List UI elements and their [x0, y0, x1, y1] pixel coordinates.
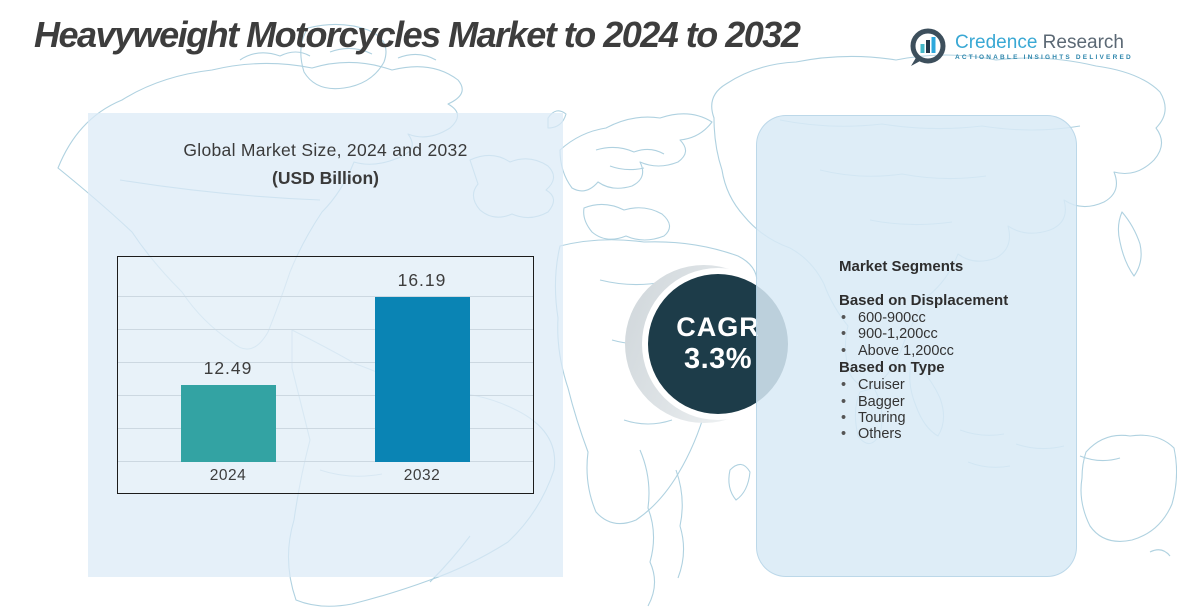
chart-heading: Global Market Size, 2024 and 2032 (USD B…: [88, 140, 563, 189]
chart-gridline: [118, 395, 533, 396]
bar-chart: 12.49 16.19 2024 2032: [117, 256, 534, 494]
page-title: Heavyweight Motorcycles Market to 2024 t…: [34, 14, 801, 55]
chart-title-line2: (USD Billion): [272, 168, 379, 188]
logo-brand-secondary: Research: [1037, 31, 1124, 53]
chart-plot-area: 12.49 16.19: [118, 257, 533, 462]
segment-item: Others: [839, 426, 1064, 443]
segments-panel: Market Segments Based on Displacement 60…: [756, 115, 1077, 577]
segments-content: Market Segments Based on Displacement 60…: [839, 258, 1064, 443]
segment-item: 600-900cc: [839, 310, 1064, 327]
bar-2032: [374, 297, 470, 462]
segment-item: Bagger: [839, 394, 1064, 411]
segment-item: Cruiser: [839, 377, 1064, 394]
bar-2024: [180, 385, 276, 462]
credence-research-logo-icon: [910, 28, 946, 66]
logo-text: Credence Research ACTIONABLE INSIGHTS DE…: [955, 33, 1133, 62]
chart-title-line1: Global Market Size, 2024 and 2032: [183, 140, 468, 160]
chart-x-axis: 2024 2032: [118, 467, 533, 489]
segments-list-displacement: 600-900cc 900-1,200cc Above 1,200cc: [839, 310, 1064, 360]
segments-list-type: Cruiser Bagger Touring Others: [839, 377, 1064, 443]
cagr-label: CAGR: [676, 311, 760, 342]
bar-value-label: 12.49: [203, 358, 253, 378]
segment-item: Above 1,200cc: [839, 343, 1064, 360]
segments-group-heading-type: Based on Type: [839, 359, 945, 377]
x-axis-label: 2024: [209, 467, 247, 484]
logo-brand: Credence Research: [955, 33, 1133, 52]
chart-gridline: [118, 296, 533, 297]
chart-gridline: [118, 428, 533, 429]
segments-group-heading-displacement: Based on Displacement: [839, 292, 1009, 309]
logo-brand-primary: Credence: [955, 31, 1038, 53]
credence-research-logo: Credence Research ACTIONABLE INSIGHTS DE…: [908, 27, 1133, 67]
segment-item: Touring: [839, 410, 1064, 427]
chart-gridline: [118, 329, 533, 330]
segment-item: 900-1,200cc: [839, 326, 1064, 343]
segments-title: Market Segments: [839, 258, 964, 275]
bar-value-label: 16.19: [397, 270, 447, 290]
chart-gridline: [118, 362, 533, 363]
logo-tagline: ACTIONABLE INSIGHTS DELIVERED: [955, 53, 1133, 61]
chart-gridline: [118, 461, 533, 462]
chart-panel-background: [88, 113, 563, 577]
x-axis-label: 2032: [403, 467, 441, 484]
cagr-value: 3.3%: [683, 342, 753, 375]
